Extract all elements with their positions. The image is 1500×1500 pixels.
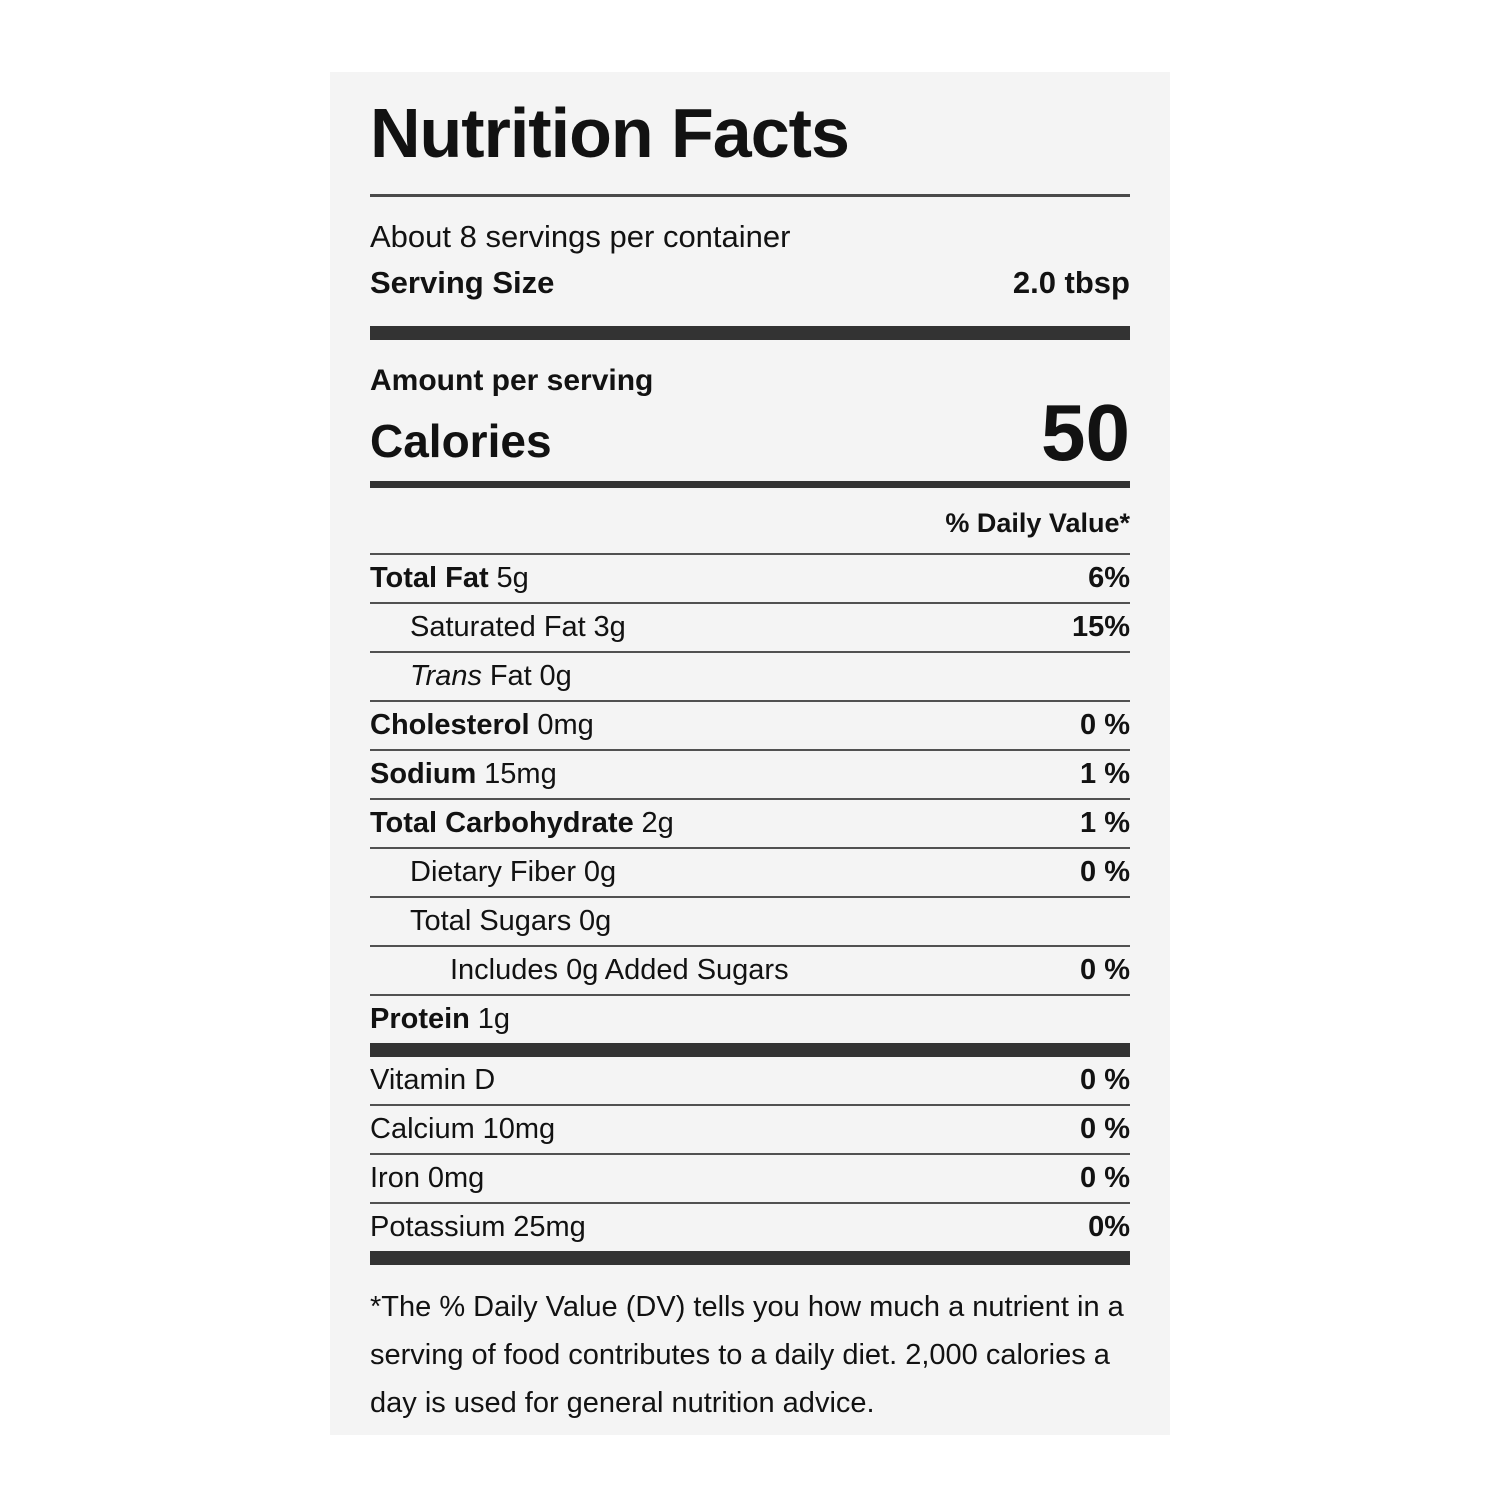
nutrition-facts-label: Nutrition Facts About 8 servings per con… — [330, 72, 1170, 1435]
amount-per-serving-label: Amount per serving — [370, 364, 654, 398]
nutrient-row-dietary-fiber: Dietary Fiber 0g 0 % — [370, 849, 1130, 898]
nutrient-name: Total Fat — [370, 561, 489, 594]
calories-value: 50 — [1041, 387, 1130, 477]
nutrient-name: Cholesterol — [370, 708, 530, 741]
nutrient-amount: 0g — [583, 855, 617, 888]
title-divider — [370, 194, 1130, 197]
nutrient-daily-value: 15% — [1071, 610, 1130, 643]
nutrient-amount: 15mg — [484, 757, 557, 790]
nutrient-row-added-sugars: Includes 0g Added Sugars 0 % — [370, 947, 1130, 996]
medium-separator — [370, 480, 1130, 488]
nutrient-daily-value: 0 % — [1080, 1161, 1130, 1194]
nutrient-daily-value: 0 % — [1080, 953, 1130, 986]
nutrient-row-cholesterol: Cholesterol 0mg 0 % — [370, 702, 1130, 751]
nutrient-name: Trans — [410, 659, 482, 692]
nutrient-amount: 1g — [477, 1002, 510, 1035]
nutrient-name: Calcium — [370, 1112, 475, 1145]
nutrient-daily-value: 1 % — [1080, 806, 1130, 839]
nutrient-amount: 0g — [539, 659, 572, 692]
nutrient-amount: 2g — [641, 806, 674, 839]
nutrient-amount: 0g — [579, 904, 612, 937]
thick-separator-top — [370, 326, 1130, 341]
micronutrient-row-calcium: Calcium 10mg 0 % — [370, 1106, 1130, 1155]
nutrient-row-protein: Protein 1g — [370, 996, 1130, 1043]
nutrient-name: Total Sugars — [410, 904, 572, 937]
nutrient-name: Potassium — [370, 1210, 506, 1243]
nutrient-amount: 25mg — [513, 1210, 586, 1243]
nutrient-daily-value: 0 % — [1080, 1112, 1130, 1145]
daily-value-footnote: *The % Daily Value (DV) tells you how mu… — [370, 1290, 1124, 1419]
nutrient-row-total-fat: Total Fat 5g 6% — [370, 555, 1130, 604]
nutrient-name: Vitamin D — [370, 1063, 496, 1096]
nutrient-amount: 5g — [496, 561, 529, 594]
nutrient-daily-value: 0 % — [1080, 855, 1130, 888]
nutrient-daily-value: 0 % — [1080, 1063, 1130, 1096]
micronutrient-row-potassium: Potassium 25mg 0% — [370, 1204, 1130, 1251]
nutrient-daily-value: 0 % — [1080, 708, 1130, 741]
nutrient-row-total-carbohydrate: Total Carbohydrate 2g 1 % — [370, 800, 1130, 849]
nutrient-name: Saturated Fat — [410, 610, 586, 643]
nutrient-name: Dietary Fiber — [410, 855, 576, 888]
nutrient-row-saturated-fat: Saturated Fat 3g 15% — [370, 604, 1130, 653]
thick-separator-middle — [370, 1042, 1130, 1057]
nutrient-row-total-sugars: Total Sugars 0g — [370, 898, 1130, 947]
nutrient-daily-value: 1 % — [1080, 757, 1130, 790]
nutrient-name-suffix: Fat — [489, 659, 532, 692]
serving-size-row: Serving Size 2.0 tbsp — [370, 265, 1130, 301]
daily-value-header: % Daily Value* — [370, 488, 1130, 555]
servings-per-container: About 8 servings per container — [370, 219, 791, 254]
nutrient-row-sodium: Sodium 15mg 1 % — [370, 751, 1130, 800]
nutrient-name: Includes 0g Added Sugars — [450, 953, 789, 986]
serving-size-value: 2.0 tbsp — [1012, 264, 1130, 300]
thick-separator-bottom — [370, 1250, 1130, 1265]
micronutrient-row-vitamin-d: Vitamin D 0 % — [370, 1057, 1130, 1106]
label-title: Nutrition Facts — [370, 94, 850, 172]
nutrient-row-trans-fat: Trans Fat 0g — [370, 653, 1130, 702]
nutrient-amount: 0mg — [427, 1161, 485, 1194]
micronutrient-row-iron: Iron 0mg 0 % — [370, 1155, 1130, 1204]
nutrient-daily-value: 0% — [1088, 1210, 1130, 1243]
calories-label: Calories — [370, 415, 552, 468]
nutrient-name: Protein — [370, 1002, 470, 1035]
nutrient-amount: 10mg — [482, 1112, 556, 1145]
nutrient-amount: 0mg — [537, 708, 594, 741]
nutrient-amount: 3g — [593, 610, 626, 643]
nutrient-name: Total Carbohydrate — [370, 806, 634, 839]
serving-size-label: Serving Size — [370, 264, 555, 300]
nutrient-name: Sodium — [370, 757, 477, 790]
nutrient-name: Iron — [370, 1161, 420, 1194]
calories-row: Calories 50 — [370, 387, 1130, 477]
nutrient-daily-value: 6% — [1088, 561, 1130, 594]
